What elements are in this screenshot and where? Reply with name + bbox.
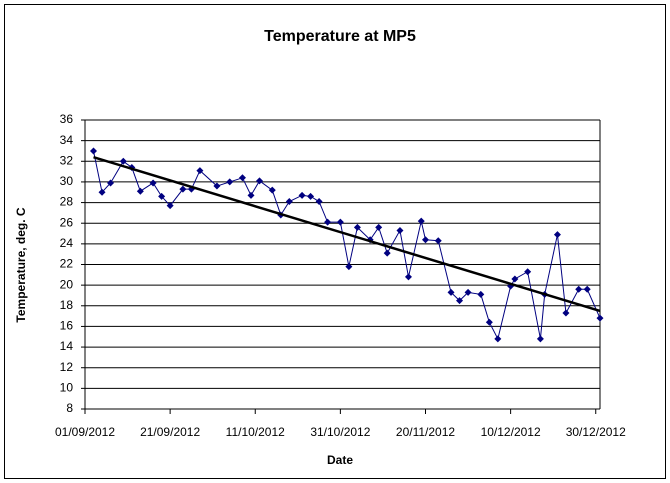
y-tick-label: 34 xyxy=(60,133,74,147)
data-point xyxy=(315,198,323,206)
data-point xyxy=(285,198,293,206)
data-point xyxy=(90,147,98,155)
data-point xyxy=(247,191,255,199)
y-tick-label: 32 xyxy=(60,153,74,167)
data-point xyxy=(524,268,532,276)
data-point xyxy=(213,182,221,190)
data-point xyxy=(456,297,464,305)
x-tick-label: 11/10/2012 xyxy=(226,425,285,439)
data-point xyxy=(238,174,246,182)
y-tick-label: 14 xyxy=(60,339,74,353)
y-tick-label: 30 xyxy=(60,174,74,188)
data-point xyxy=(417,217,425,225)
data-point xyxy=(336,218,344,226)
data-point xyxy=(119,157,127,165)
data-point xyxy=(307,192,315,200)
data-point xyxy=(196,167,204,175)
data-point xyxy=(256,177,264,185)
y-tick-label: 24 xyxy=(60,236,74,250)
x-tick-label: 01/09/2012 xyxy=(55,425,115,439)
data-point xyxy=(562,309,570,317)
y-axis-label: Temperature, deg. C xyxy=(14,207,28,322)
data-point xyxy=(166,202,174,210)
x-tick-label: 10/12/2012 xyxy=(481,425,541,439)
x-tick-label: 21/09/2012 xyxy=(140,425,200,439)
y-tick-label: 28 xyxy=(60,195,74,209)
trend-line xyxy=(93,155,601,313)
y-tick-label: 36 xyxy=(60,112,74,126)
y-tick-label: 20 xyxy=(60,277,74,291)
x-tick-label: 31/10/2012 xyxy=(310,425,370,439)
data-point xyxy=(464,288,472,296)
y-tick-label: 16 xyxy=(60,319,74,333)
data-point xyxy=(324,218,332,226)
data-point xyxy=(396,226,404,234)
data-point xyxy=(477,290,485,298)
y-tick-label: 22 xyxy=(60,257,74,271)
y-tick-label: 26 xyxy=(60,215,74,229)
x-tick-label: 30/12/2012 xyxy=(566,425,626,439)
data-point xyxy=(383,249,391,257)
data-point xyxy=(268,186,276,194)
data-point xyxy=(553,231,561,239)
data-point xyxy=(434,237,442,245)
x-tick-label: 20/11/2012 xyxy=(396,425,455,439)
data-point xyxy=(404,273,412,281)
data-point xyxy=(583,285,591,293)
data-point xyxy=(107,179,115,187)
data-point xyxy=(485,318,493,326)
data-point xyxy=(179,185,187,193)
data-point xyxy=(447,288,455,296)
data-point xyxy=(149,179,157,187)
data-point xyxy=(226,178,234,186)
data-point xyxy=(158,192,166,200)
x-axis-label: Date xyxy=(327,453,353,467)
data-point xyxy=(345,263,353,271)
data-point xyxy=(353,223,361,231)
y-tick-label: 18 xyxy=(60,298,74,312)
data-point xyxy=(536,335,544,343)
y-tick-label: 12 xyxy=(60,360,74,374)
data-point xyxy=(98,188,106,196)
data-point xyxy=(298,191,306,199)
y-tick-label: 8 xyxy=(66,401,73,415)
data-point xyxy=(511,275,519,283)
data-point xyxy=(375,223,383,231)
data-point xyxy=(596,314,604,322)
data-point xyxy=(494,335,502,343)
chart-title: Temperature at MP5 xyxy=(264,28,416,45)
data-point xyxy=(575,285,583,293)
y-tick-label: 10 xyxy=(60,381,74,395)
data-point xyxy=(136,187,144,195)
data-point xyxy=(421,236,429,244)
